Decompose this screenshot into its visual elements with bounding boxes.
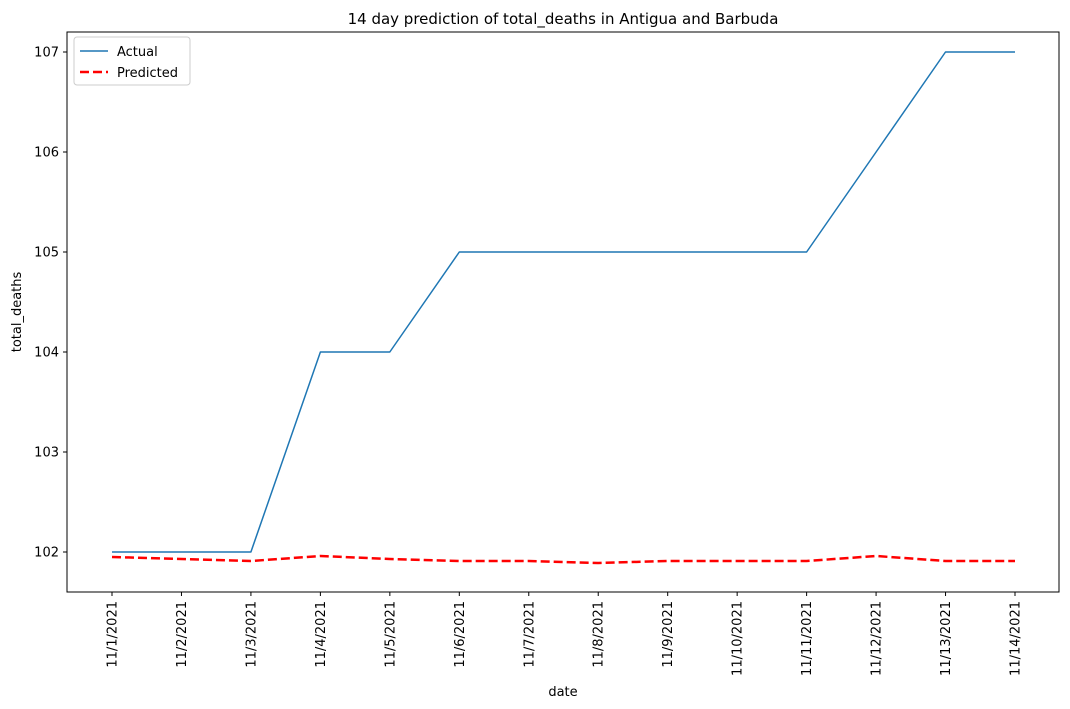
x-tick-label: 11/8/2021 <box>592 601 607 668</box>
legend-label-actual: Actual <box>117 45 158 60</box>
series-line-actual <box>112 51 1015 553</box>
x-tick-label: 11/1/2021 <box>106 601 121 668</box>
y-axis-label: total_deaths <box>10 272 25 353</box>
x-axis-label: date <box>548 685 577 700</box>
y-tick-label: 107 <box>34 46 59 61</box>
x-tick-label: 11/2/2021 <box>175 601 190 668</box>
x-tick-label: 11/13/2021 <box>939 601 954 676</box>
y-axis-ticks: 102 103 104 105 106 107 <box>34 46 67 561</box>
legend: Actual Predicted <box>73 36 191 86</box>
y-tick-label: 106 <box>34 146 59 161</box>
plot-area <box>67 32 1059 592</box>
x-tick-label: 11/11/2021 <box>800 601 815 676</box>
series-line-predicted <box>111 554 1015 565</box>
x-tick-label: 11/6/2021 <box>453 601 468 668</box>
x-tick-label: 11/14/2021 <box>1009 601 1024 676</box>
legend-label-predicted: Predicted <box>117 66 178 81</box>
series-layer <box>111 51 1015 565</box>
y-tick-label: 102 <box>34 546 59 561</box>
x-tick-label: 11/3/2021 <box>244 601 259 668</box>
y-tick-label: 105 <box>34 246 59 261</box>
y-tick-label: 103 <box>34 446 59 461</box>
y-tick-label: 104 <box>34 346 59 361</box>
x-tick-label: 11/4/2021 <box>314 601 329 668</box>
plot-frame <box>66 31 1060 593</box>
x-axis-ticks: 11/1/2021 11/2/2021 11/3/2021 11/4/2021 11/5… <box>106 592 1024 676</box>
x-tick-label: 11/9/2021 <box>661 601 676 668</box>
x-tick-label: 11/7/2021 <box>522 601 537 668</box>
chart-title: 14 day prediction of total_deaths in Ant… <box>348 10 779 29</box>
x-tick-label: 11/10/2021 <box>731 601 746 676</box>
x-tick-label: 11/5/2021 <box>383 601 398 668</box>
legend-box <box>73 36 191 86</box>
x-tick-label: 11/12/2021 <box>870 601 885 676</box>
